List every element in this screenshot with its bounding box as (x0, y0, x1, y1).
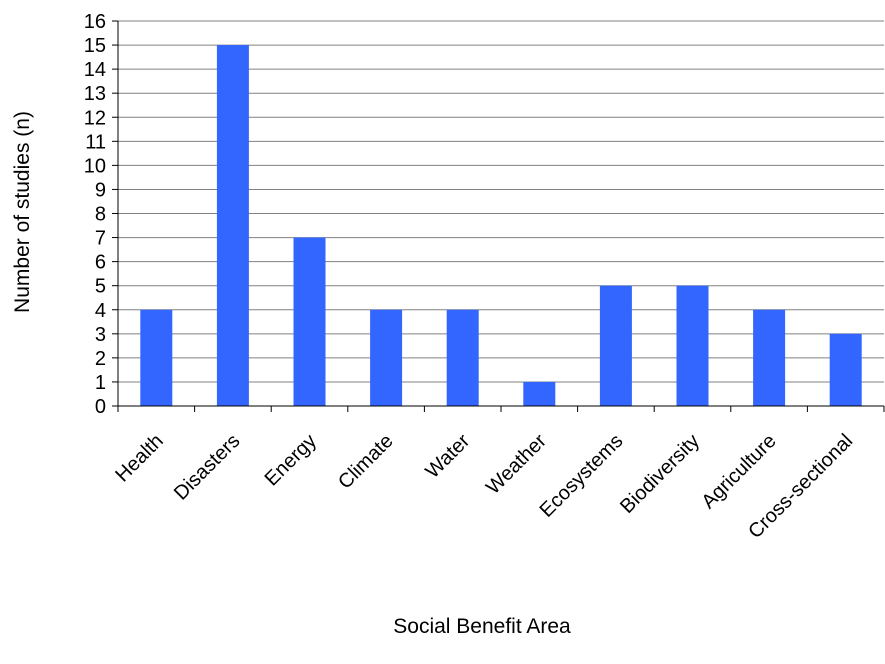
bar-agriculture (753, 309, 786, 406)
x-category-label: Disasters (170, 430, 245, 505)
y-tick-label: 4 (95, 300, 106, 322)
y-tick-label: 7 (95, 228, 106, 250)
bar-cross-sectional (829, 333, 862, 406)
y-tick-label: 12 (84, 107, 106, 129)
bar-disasters (216, 45, 249, 406)
x-category-label: Health (111, 430, 167, 486)
x-axis-title: Social Benefit Area (393, 615, 571, 638)
x-category-label: Water (421, 430, 474, 483)
y-tick-label: 5 (95, 276, 106, 298)
y-axis-title: Number of studies (n) (11, 111, 34, 313)
y-tick-label: 15 (84, 35, 106, 57)
bar-water (446, 309, 479, 406)
y-tick-label: 13 (84, 83, 106, 105)
y-tick-label: 3 (95, 324, 106, 346)
x-category-label: Energy (261, 430, 321, 490)
y-tick-label: 9 (95, 179, 106, 201)
y-tick-label: 10 (84, 155, 106, 177)
bar-climate (370, 309, 403, 406)
y-tick-label: 16 (84, 11, 106, 33)
bar-ecosystems (599, 285, 632, 406)
y-tick-label: 14 (84, 59, 106, 81)
y-tick-label: 8 (95, 204, 106, 226)
y-tick-label: 6 (95, 252, 106, 274)
x-category-label: Climate (334, 430, 397, 493)
y-tick-label: 11 (85, 131, 106, 153)
bar-weather (523, 381, 556, 406)
bar-biodiversity (676, 285, 709, 406)
bars (140, 45, 862, 406)
bar-energy (293, 237, 326, 406)
x-category-label: Ecosystems (536, 430, 628, 522)
bar-health (140, 309, 173, 406)
x-category-labels: Health Disasters Energy Climate Water Weather… (111, 430, 857, 543)
x-category-label: Biodiversity (616, 430, 704, 518)
x-category-label: Agriculture (697, 430, 780, 513)
x-category-label: Weather (482, 430, 551, 499)
y-tick-label: 1 (95, 372, 106, 394)
y-tick-label: 2 (95, 348, 106, 370)
axes (112, 20, 885, 412)
y-tick-label: 0 (95, 396, 106, 418)
